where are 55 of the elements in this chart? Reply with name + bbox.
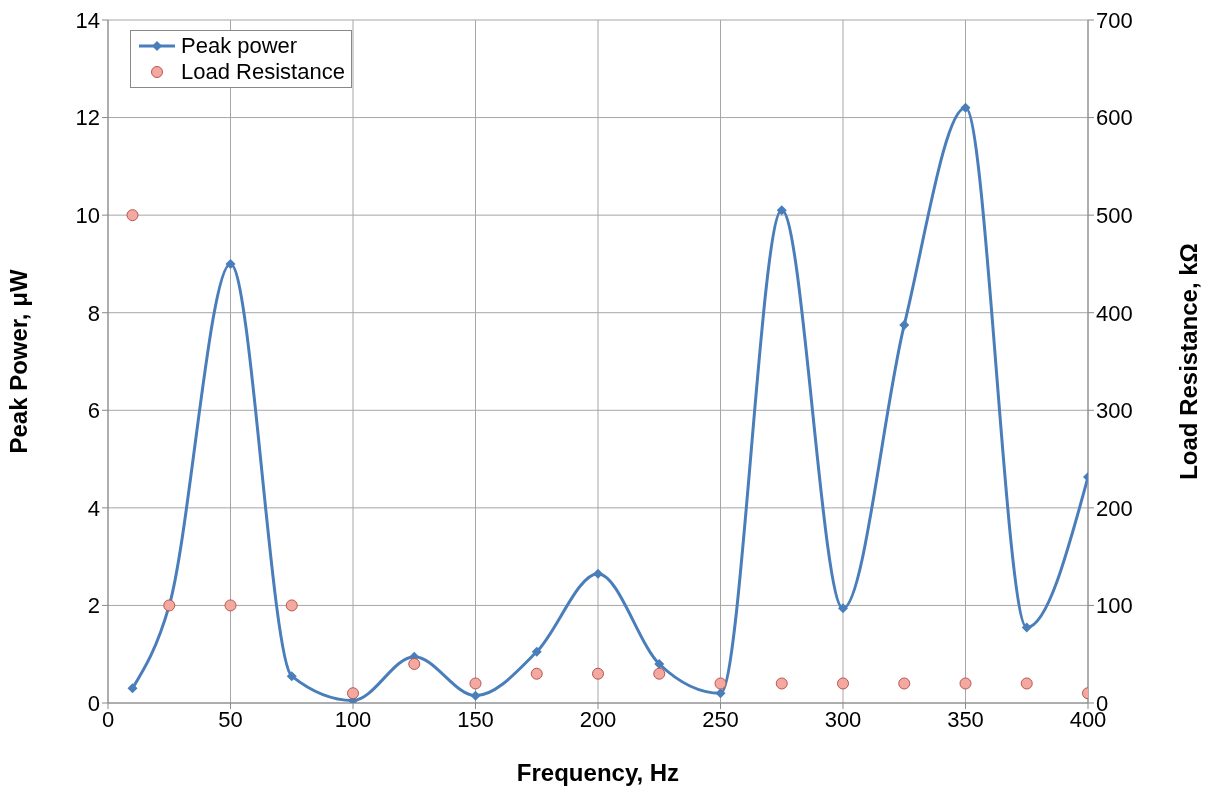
point bbox=[225, 258, 236, 269]
point bbox=[898, 677, 911, 690]
point bbox=[837, 677, 849, 690]
point bbox=[959, 677, 972, 690]
point bbox=[715, 688, 726, 699]
x-tick-label: 50 bbox=[218, 706, 243, 732]
point bbox=[654, 658, 665, 669]
point bbox=[653, 667, 666, 680]
legend-label: Peak power bbox=[181, 33, 298, 59]
point bbox=[1020, 677, 1033, 690]
point bbox=[470, 690, 481, 701]
point bbox=[408, 657, 421, 670]
legend-label: Load Resistance bbox=[181, 59, 345, 85]
point bbox=[285, 599, 298, 612]
point bbox=[960, 102, 971, 113]
x-tick-label: 350 bbox=[947, 706, 984, 732]
point bbox=[286, 671, 297, 682]
x-axis-title: Frequency, Hz bbox=[516, 759, 680, 786]
y-tick-label: 12 bbox=[75, 105, 100, 131]
y-tick-label: 8 bbox=[87, 300, 100, 326]
point bbox=[899, 319, 910, 330]
point bbox=[530, 667, 543, 680]
point bbox=[126, 209, 139, 222]
y2-tick-label: 600 bbox=[1096, 105, 1133, 131]
point bbox=[776, 205, 787, 216]
y2-tick-label: 100 bbox=[1096, 593, 1133, 619]
point bbox=[1021, 622, 1032, 633]
y2-tick-label: 300 bbox=[1096, 398, 1133, 424]
y-tick-label: 14 bbox=[75, 7, 100, 33]
point bbox=[224, 599, 237, 612]
y2-tick-label: 400 bbox=[1096, 300, 1133, 326]
x-tick-label: 250 bbox=[702, 706, 739, 732]
point bbox=[347, 687, 359, 700]
x-tick-label: 200 bbox=[579, 706, 617, 732]
y-tick-label: 6 bbox=[87, 398, 100, 424]
y2-axis-title: Load Resistance, kΩ bbox=[1174, 243, 1202, 480]
point bbox=[838, 603, 848, 614]
y2-tick-label: 500 bbox=[1096, 202, 1133, 228]
y2-tick-label: 700 bbox=[1096, 7, 1133, 33]
point bbox=[469, 677, 482, 690]
x-tick-label: 150 bbox=[457, 706, 494, 732]
point bbox=[127, 683, 138, 694]
point bbox=[531, 646, 542, 657]
point bbox=[714, 677, 727, 690]
y2-tick-label: 200 bbox=[1096, 495, 1133, 521]
y-axis-title: Peak Power, μW bbox=[4, 269, 32, 454]
y-tick-label: 2 bbox=[87, 593, 100, 619]
point bbox=[593, 568, 603, 579]
x-tick-label: 300 bbox=[824, 706, 862, 732]
x-tick-label: 100 bbox=[334, 706, 372, 732]
point bbox=[775, 677, 788, 690]
y-tick-label: 10 bbox=[75, 202, 100, 228]
y-tick-label: 0 bbox=[87, 690, 100, 716]
point bbox=[592, 667, 604, 680]
y-tick-label: 4 bbox=[87, 495, 100, 521]
